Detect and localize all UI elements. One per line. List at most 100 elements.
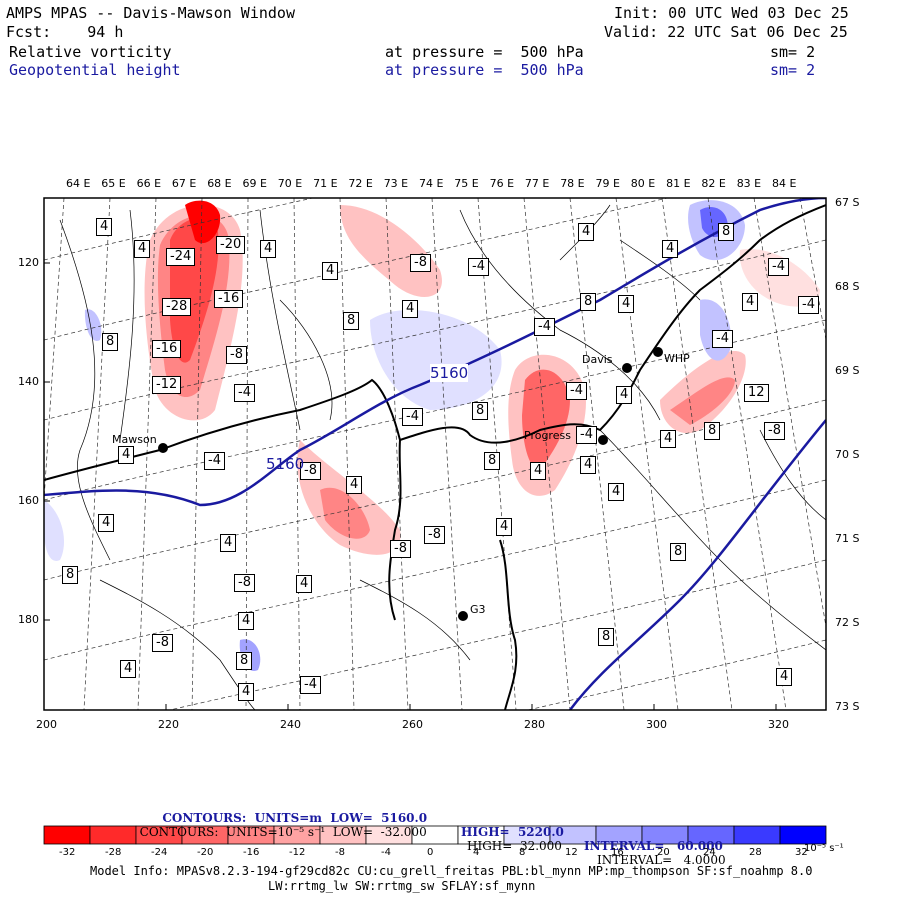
forecast-hour: Fcst: 94 h <box>6 23 124 41</box>
longitude-label: 84 E <box>772 177 797 190</box>
vorticity-label: 8 <box>62 566 79 584</box>
vorticity-contours <box>59 204 826 710</box>
station-label-whp: WHP <box>664 352 690 365</box>
init-time: Init: 00 UTC Wed 03 Dec 25 <box>614 4 849 22</box>
vorticity-label: -8 <box>424 526 445 544</box>
vorticity-label: 4 <box>742 293 759 311</box>
longitude-label: 74 E <box>419 177 444 190</box>
colorbar-tick-label: 20 <box>657 847 670 858</box>
vorticity-contour-interval: INTERVAL= 4.0000 <box>597 853 726 867</box>
colorbar-swatch <box>733 825 781 845</box>
colorbar-tick-label: -20 <box>197 847 214 858</box>
colorbar-tick-label: 24 <box>703 847 716 858</box>
longitude-label: 83 E <box>736 177 762 190</box>
vorticity-label: 12 <box>744 384 769 402</box>
vorticity-label: -4 <box>534 318 555 336</box>
vorticity-label: 4 <box>220 534 237 552</box>
vorticity-shading <box>44 500 65 561</box>
vorticity-label: -8 <box>300 462 321 480</box>
x-tick-label: 260 <box>402 718 423 731</box>
vorticity-label: 4 <box>776 668 793 686</box>
vorticity-label: -20 <box>216 236 246 254</box>
colorbar-swatch <box>89 825 137 845</box>
x-tick-label: 220 <box>158 718 179 731</box>
valid-time: Valid: 22 UTC Sat 06 Dec 25 <box>604 23 848 41</box>
vorticity-label: 4 <box>238 612 255 630</box>
latitude-label: 69 S <box>835 364 860 377</box>
colorbar-tick-label: 16 <box>611 847 624 858</box>
vorticity-label: 4 <box>96 218 113 236</box>
map-frame <box>43 197 827 711</box>
vorticity-label: 4 <box>322 262 339 280</box>
vorticity-label: 4 <box>530 462 547 480</box>
height-contour-interval: INTERVAL= 60.000 <box>584 839 723 853</box>
vorticity-label: 4 <box>578 223 595 241</box>
vorticity-label: -28 <box>162 298 192 316</box>
vorticity-label: -4 <box>566 382 587 400</box>
axis-ticks <box>43 262 777 710</box>
colorbar-tick-label: -4 <box>381 847 391 858</box>
vorticity-label: 8 <box>236 652 253 670</box>
vorticity-label: 8 <box>343 312 360 330</box>
longitude-label: 72 E <box>348 177 373 190</box>
colorbar-tick-label: -12 <box>289 847 306 858</box>
longitude-label: 70 E <box>277 177 303 190</box>
x-tick-label: 280 <box>524 718 545 731</box>
model-info: Model Info: MPASv8.2.3-194-gf29cd82c CU:… <box>90 864 813 878</box>
longitude-label: 71 E <box>313 177 338 190</box>
vorticity-label: 8 <box>472 402 489 420</box>
vorticity-label: -8 <box>764 422 785 440</box>
longitude-label: 76 E <box>489 177 515 190</box>
vorticity-shading <box>185 200 221 244</box>
vorticity-contour-high: HIGH= 32.000 <box>467 839 562 853</box>
latitude-label: 67 S <box>835 196 860 209</box>
longitude-label: 79 E <box>595 177 620 190</box>
vorticity-shading <box>739 249 820 307</box>
height-contour-high: HIGH= 5220.0 <box>461 825 564 839</box>
vorticity-shading <box>340 205 442 297</box>
vorticity-label: -8 <box>152 634 173 652</box>
vorticity-label: 4 <box>402 300 419 318</box>
vorticity-label: -4 <box>712 330 733 348</box>
height-contour-info: CONTOURS: UNITS=m LOW= 5160.0 HIGH= 5220… <box>154 797 722 853</box>
longitude-label: 65 E <box>101 177 126 190</box>
y-tick-label: 120 <box>18 256 39 269</box>
vorticity-contour-range: CONTOURS: UNITS=10⁻⁵ s⁻¹ LOW= -32.000 <box>139 825 427 839</box>
x-tick-label: 300 <box>646 718 667 731</box>
vorticity-shading <box>320 487 370 539</box>
height-contour-label: 5160 <box>266 455 305 473</box>
vorticity-label: 8 <box>718 223 735 241</box>
vorticity-label: -4 <box>234 384 255 402</box>
colorbar-tick-label: 8 <box>519 847 526 858</box>
field1-name: Relative vorticity <box>9 43 172 61</box>
vorticity-label: -4 <box>300 676 321 694</box>
longitude-label: 67 E <box>171 177 197 190</box>
vorticity-label: -16 <box>214 290 244 308</box>
colorbar-tick-label: -16 <box>243 847 260 858</box>
vorticity-label: 4 <box>238 683 255 701</box>
vorticity-label: 4 <box>346 476 363 494</box>
colorbar-tick-label: 28 <box>749 847 762 858</box>
colorbar-swatch <box>779 825 827 845</box>
vorticity-label: 8 <box>484 452 501 470</box>
station-label-mawson: Mawson <box>112 433 157 446</box>
vorticity-label: 4 <box>134 240 151 258</box>
vorticity-label: 8 <box>102 333 119 351</box>
colorbar-unit: 10⁻⁵ s⁻¹ <box>804 843 844 854</box>
vorticity-label: 4 <box>98 514 115 532</box>
vorticity-label: -4 <box>468 258 489 276</box>
colorbar-tick-label: 32 <box>795 847 808 858</box>
colorbar-tick-label: 4 <box>473 847 480 858</box>
height-contour-label: 5160 <box>430 364 469 382</box>
vorticity-label: 4 <box>260 240 277 258</box>
station-label-davis: Davis <box>582 353 613 366</box>
longitude-label: 77 E <box>524 177 550 190</box>
y-tick-label: 180 <box>18 613 39 626</box>
field1-level: at pressure = 500 hPa <box>385 43 584 61</box>
vorticity-label: 8 <box>670 543 687 561</box>
vorticity-label: -8 <box>410 254 431 272</box>
latitude-label: 73 S <box>835 700 860 713</box>
longitude-label: 73 E <box>383 177 409 190</box>
height-contour-range: CONTOURS: UNITS=m LOW= 5160.0 <box>162 811 428 825</box>
